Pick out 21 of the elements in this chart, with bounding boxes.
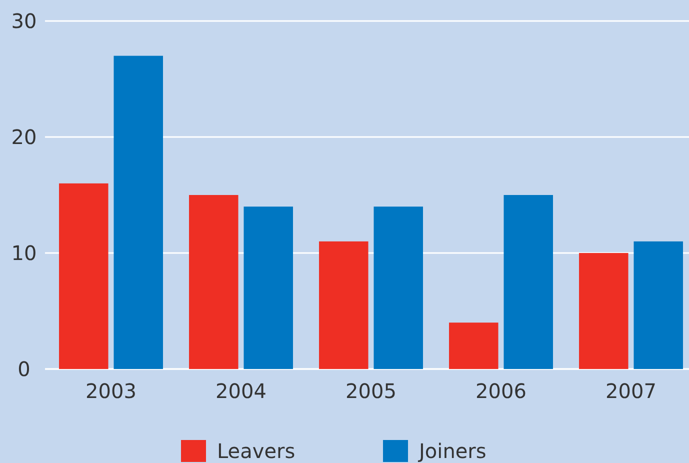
legend-label: Joiners xyxy=(417,439,486,463)
bar xyxy=(634,241,683,369)
y-tick-label: 30 xyxy=(11,9,37,33)
y-tick-label: 10 xyxy=(11,241,37,265)
bar xyxy=(244,206,293,369)
bar xyxy=(579,253,628,369)
legend-label: Leavers xyxy=(217,439,296,463)
bar xyxy=(189,195,238,369)
bar xyxy=(504,195,553,369)
x-tick-label: 2004 xyxy=(216,379,266,403)
bar xyxy=(449,322,498,369)
bar xyxy=(319,241,368,369)
x-tick-label: 2007 xyxy=(606,379,656,403)
x-tick-label: 2005 xyxy=(346,379,396,403)
bar xyxy=(374,206,423,369)
bar xyxy=(59,183,108,369)
y-tick-label: 0 xyxy=(18,357,30,381)
y-tick-label: 20 xyxy=(11,125,37,149)
x-tick-label: 2006 xyxy=(476,379,526,403)
bar xyxy=(114,56,163,369)
x-tick-label: 2003 xyxy=(86,379,136,403)
